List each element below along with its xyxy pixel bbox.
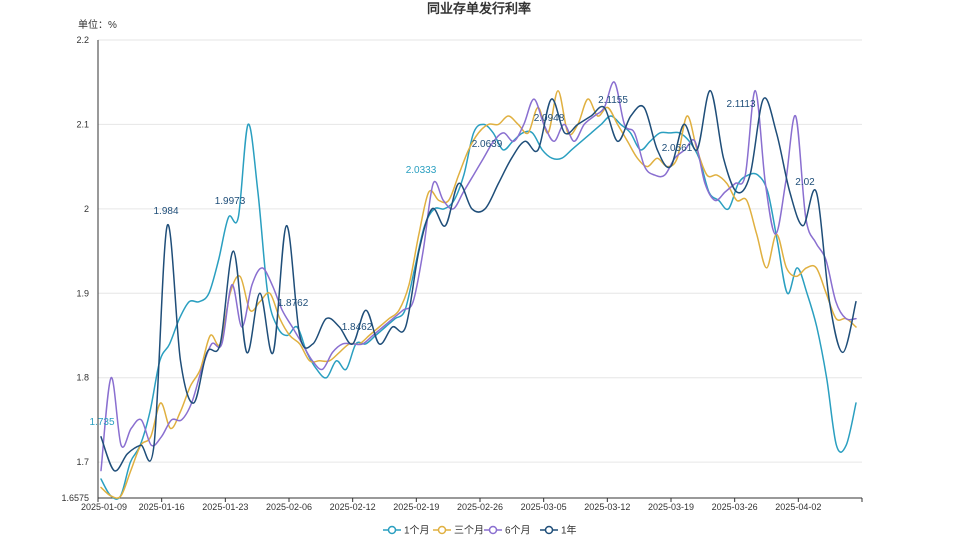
value-annotation: 2.1113 xyxy=(726,99,756,110)
value-annotation: 1.9973 xyxy=(215,196,246,207)
chart-title: 同业存单发行利率 xyxy=(427,1,531,16)
x-tick-label: 2025-03-19 xyxy=(648,502,694,512)
y-tick-label: 1.8 xyxy=(76,373,89,383)
value-annotation: 2.0333 xyxy=(406,165,437,176)
annotations: 1.735 1.984 1.9973 1.8762 1.8462 2.0333 2.0639… xyxy=(89,95,815,428)
gridlines: 1.7 1.8 1.9 2 2.1 2.2 1.6575 xyxy=(61,35,862,503)
legend-marker xyxy=(544,525,554,535)
legend-marker xyxy=(437,525,447,535)
legend-label: 1个月 xyxy=(404,525,430,537)
legend-label: 6个月 xyxy=(505,525,531,537)
x-tick-label: 2025-01-16 xyxy=(139,502,185,512)
axes: 2025-01-09 2025-01-16 2025-01-23 2025-02-06… xyxy=(81,40,863,512)
legend[interactable]: 1个月 三个月 6个月 1年 xyxy=(383,524,577,537)
y-tick-label: 2 xyxy=(84,204,89,214)
value-annotation: 2.0639 xyxy=(472,139,503,150)
y-tick-label: 2.2 xyxy=(76,35,89,45)
legend-marker xyxy=(488,525,498,535)
legend-marker xyxy=(387,525,397,535)
value-annotation: 1.984 xyxy=(153,206,178,217)
series-line-1 xyxy=(100,89,857,499)
value-annotation: 1.8462 xyxy=(342,322,373,333)
legend-item[interactable]: 三个月 xyxy=(433,525,484,537)
value-annotation: 2.0948 xyxy=(534,113,565,124)
y-tick-label: 1.9 xyxy=(76,288,89,298)
series-line-0 xyxy=(100,115,857,500)
legend-label: 三个月 xyxy=(454,525,484,537)
unit-label: 单位：% xyxy=(78,18,117,31)
value-annotation: 2.0561 xyxy=(662,143,693,154)
value-annotation: 1.735 xyxy=(89,417,114,428)
x-tick-label: 2025-03-12 xyxy=(584,502,630,512)
x-tick-label: 2025-02-06 xyxy=(266,502,312,512)
y-axis-min-label: 1.6575 xyxy=(61,493,89,503)
value-annotation: 2.1155 xyxy=(598,95,628,106)
legend-item[interactable]: 1个月 xyxy=(383,525,430,537)
x-tick-label: 2025-01-09 xyxy=(81,502,127,512)
value-annotation: 2.02 xyxy=(795,177,815,188)
legend-label: 1年 xyxy=(561,524,577,537)
x-tick-label: 2025-01-23 xyxy=(202,502,248,512)
series-line-3 xyxy=(100,89,857,472)
x-tick-label: 2025-02-19 xyxy=(393,502,439,512)
legend-item[interactable]: 6个月 xyxy=(484,525,531,537)
value-annotation: 1.8762 xyxy=(278,298,309,309)
legend-item[interactable]: 1年 xyxy=(540,524,577,537)
x-tick-label: 2025-03-05 xyxy=(521,502,567,512)
x-tick-label: 2025-04-02 xyxy=(775,502,821,512)
series-line-2 xyxy=(100,81,857,472)
x-tick-label: 2025-03-26 xyxy=(712,502,758,512)
y-tick-label: 1.7 xyxy=(76,457,89,467)
x-tick-label: 2025-02-12 xyxy=(330,502,376,512)
x-tick-label: 2025-02-26 xyxy=(457,502,503,512)
y-tick-label: 2.1 xyxy=(76,119,89,129)
series-lines xyxy=(100,81,857,500)
